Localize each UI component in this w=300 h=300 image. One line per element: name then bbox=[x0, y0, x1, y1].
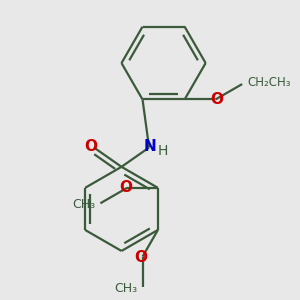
Text: O: O bbox=[210, 92, 224, 107]
Text: CH₃: CH₃ bbox=[115, 282, 138, 296]
Text: O: O bbox=[119, 180, 132, 195]
Text: N: N bbox=[144, 139, 157, 154]
Text: O: O bbox=[84, 139, 97, 154]
Text: O: O bbox=[135, 250, 148, 265]
Text: CH₂CH₃: CH₂CH₃ bbox=[248, 76, 291, 89]
Text: H: H bbox=[158, 144, 168, 158]
Text: CH₃: CH₃ bbox=[72, 198, 95, 211]
